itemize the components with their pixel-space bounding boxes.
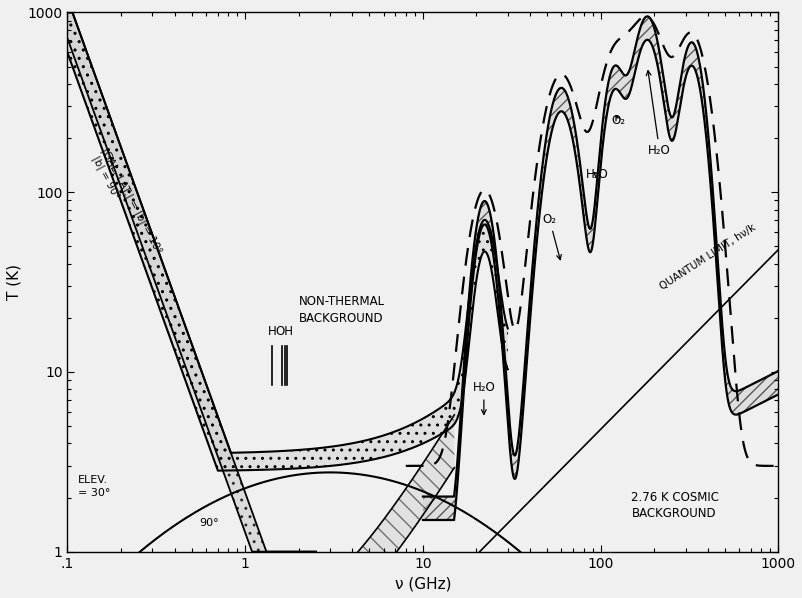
- Text: O₂: O₂: [611, 114, 625, 127]
- X-axis label: ν (GHz): ν (GHz): [395, 576, 451, 591]
- Text: 90°: 90°: [199, 518, 218, 527]
- Text: H₂O: H₂O: [585, 168, 607, 181]
- Text: 2.76 K COSMIC
BACKGROUND: 2.76 K COSMIC BACKGROUND: [630, 492, 718, 520]
- Text: H₂O: H₂O: [646, 71, 670, 157]
- Text: OH: OH: [275, 325, 294, 338]
- Text: H₂O: H₂O: [472, 382, 495, 414]
- Text: |b| = 90°: |b| = 90°: [91, 154, 122, 202]
- Text: ELEV.
= 30°: ELEV. = 30°: [78, 475, 111, 498]
- Text: H: H: [268, 325, 277, 338]
- Text: QUANTUM LIMIT, hν/k: QUANTUM LIMIT, hν/k: [657, 222, 756, 292]
- Y-axis label: T (K): T (K): [7, 264, 22, 300]
- Text: |GAL. LAT.| = |b| = 10°: |GAL. LAT.| = |b| = 10°: [99, 146, 164, 255]
- Text: O₂: O₂: [542, 213, 561, 260]
- Text: NON-THERMAL
BACKGROUND: NON-THERMAL BACKGROUND: [298, 295, 384, 325]
